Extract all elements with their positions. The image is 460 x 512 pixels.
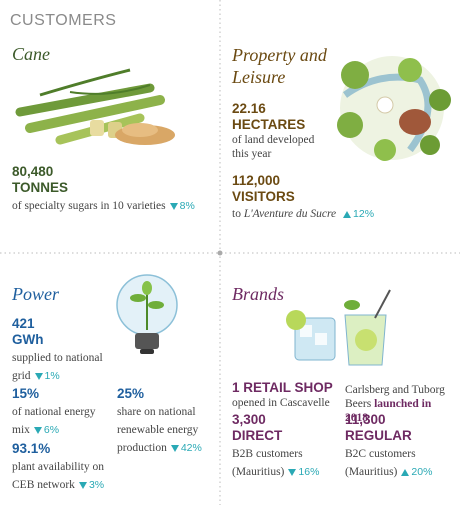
- stat-value: 80,480: [12, 164, 54, 179]
- stat-value: 1 RETAIL SHOP: [232, 380, 333, 395]
- stat-change: 20%: [401, 466, 432, 478]
- stat-unit: HECTARES: [232, 117, 306, 132]
- stat-change: 16%: [288, 466, 319, 478]
- down-arrow: [288, 469, 297, 476]
- stat: 80,480 TONNES of specialty sugars in 10 …: [12, 164, 202, 214]
- stat-text: B2B customers (Mauritius): [232, 448, 303, 478]
- stat-text: plant availability on CEB network: [12, 461, 104, 491]
- stat-value: 93.1%: [12, 441, 51, 456]
- change-value: 20%: [411, 466, 433, 478]
- cane-illustration: [15, 68, 175, 145]
- stat-text: Carlsberg and Tuborg Beers: [345, 384, 445, 410]
- change-value: 42%: [180, 442, 202, 454]
- change-value: 6%: [43, 424, 60, 436]
- stat-unit: GWh: [12, 332, 44, 347]
- down-arrow: [170, 445, 179, 452]
- change-value: 12%: [353, 208, 375, 220]
- stat-highlight: launched in 2018: [345, 398, 432, 424]
- bulb-illustration: [116, 274, 178, 354]
- stat: 15% of national energy mix 6%: [12, 386, 112, 438]
- change-value: 1%: [44, 370, 60, 382]
- stat-value: 15%: [12, 386, 40, 401]
- stat-change: 8%: [169, 200, 195, 212]
- drinks-illustration: [286, 289, 391, 366]
- up-arrow: [401, 469, 410, 476]
- change-value: 8%: [179, 200, 195, 212]
- stat: Carlsberg and Tuborg Beers launched in 2…: [345, 383, 457, 425]
- stat-value: 25%: [117, 386, 145, 401]
- stat-value: 3,300: [232, 412, 266, 427]
- stat-text: of specialty sugars in 10 varieties: [12, 200, 166, 212]
- stat-unit: REGULAR: [345, 428, 412, 443]
- section-title: Property and Leisure: [232, 45, 327, 87]
- stat-value: 112,000: [232, 173, 281, 188]
- stat-unit: VISITORS: [232, 189, 295, 204]
- stat: 25% share on national renewable energy p…: [117, 386, 217, 456]
- stat-text: to: [232, 208, 241, 220]
- stat-change: 3%: [78, 479, 105, 491]
- stat: 1 RETAIL SHOP opened in Cascavelle: [232, 380, 342, 410]
- stat: 11,300 REGULAR B2C customers (Mauritius)…: [345, 412, 453, 480]
- stat-text: of national energy mix: [12, 406, 96, 436]
- section-title: Power: [12, 284, 59, 304]
- stat-text-italic: L'Aventure du Sucre: [243, 208, 337, 220]
- stat-value: 22.16: [232, 101, 266, 116]
- down-arrow: [34, 373, 43, 380]
- stat-text: supplied to national grid: [12, 352, 103, 382]
- stat: 421 GWh supplied to national grid 1%: [12, 316, 112, 384]
- up-arrow: [343, 211, 352, 218]
- change-value: 3%: [88, 479, 105, 491]
- section-title: Cane: [12, 44, 50, 64]
- stat-value: 11,300: [345, 412, 386, 427]
- down-arrow: [78, 482, 87, 489]
- stat-change: 42%: [170, 442, 202, 454]
- stat-text: of land developed this year: [232, 134, 315, 160]
- stat: 22.16 HECTARES of land developed this ye…: [232, 101, 332, 161]
- stat-unit: DIRECT: [232, 428, 283, 443]
- down-arrow: [169, 203, 178, 210]
- header-title: CUSTOMERS: [10, 12, 117, 29]
- stat: 93.1% plant availability on CEB network …: [12, 441, 122, 493]
- stat-unit: TONNES: [12, 180, 69, 195]
- divider-dot: [217, 250, 223, 256]
- section-title: Brands: [232, 284, 285, 304]
- stat: 3,300 DIRECT B2B customers (Mauritius) 1…: [232, 412, 337, 480]
- stat-change: 1%: [34, 370, 60, 382]
- stat-change: 12%: [343, 208, 374, 220]
- stat-text: share on national renewable energy produ…: [117, 406, 199, 454]
- change-value: 16%: [298, 466, 320, 478]
- down-arrow: [33, 427, 42, 434]
- stat-change: 6%: [33, 424, 60, 436]
- stat-value: 421: [12, 316, 35, 331]
- stat: 112,000 VISITORS to L'Aventure du Sucre …: [232, 173, 447, 221]
- stat-text: B2C customers (Mauritius): [345, 448, 416, 478]
- stat-text: opened in Cascavelle: [232, 397, 330, 409]
- park-illustration: [337, 56, 451, 161]
- stat-line: to L'Aventure du Sucre 12%: [232, 207, 447, 221]
